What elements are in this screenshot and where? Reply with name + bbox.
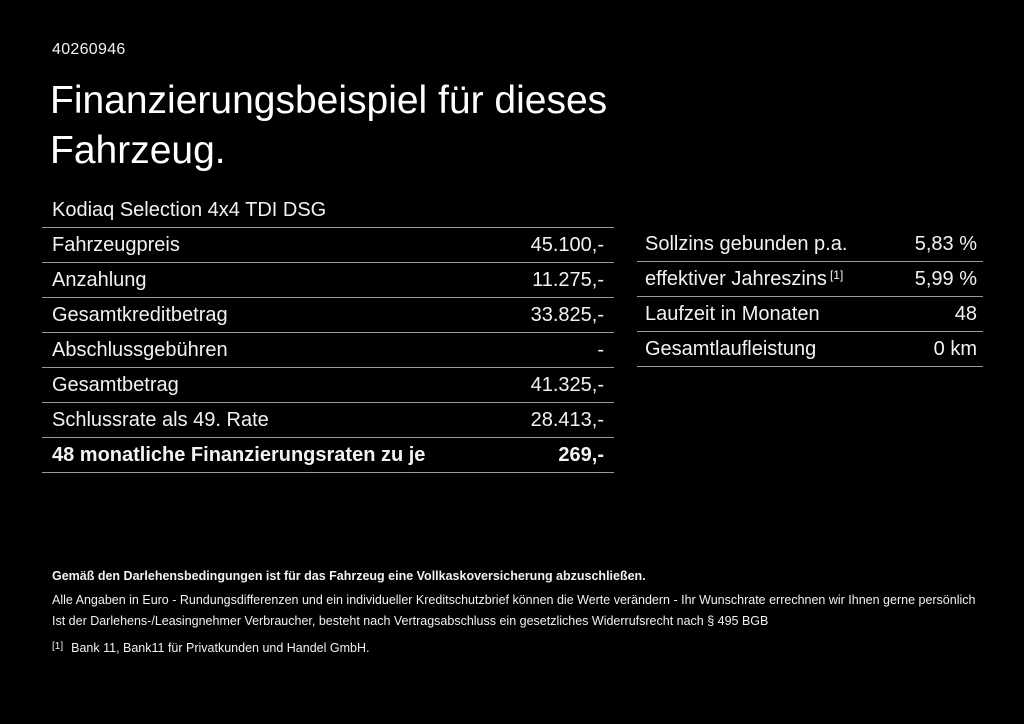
row-value: 45.100,-	[530, 233, 604, 256]
row-value: 5,83 %	[914, 232, 977, 255]
conditions-table: Sollzins gebunden p.a. 5,83 % effektiver…	[637, 227, 983, 367]
page-title-line2: Fahrzeug.	[50, 129, 226, 172]
page-title: Finanzierungsbeispiel für dieses Fahrzeu…	[50, 76, 607, 176]
financing-table: Fahrzeugpreis 45.100,- Anzahlung 11.275,…	[42, 227, 614, 473]
page-title-line1: Finanzierungsbeispiel für dieses	[50, 79, 608, 122]
footnote-marker: [1]	[52, 641, 64, 652]
footnote-ref: [1]	[829, 267, 844, 282]
row-value: 0 km	[933, 337, 977, 360]
row-label: Anzahlung	[52, 268, 147, 291]
document-number: 40260946	[52, 41, 126, 58]
table-row-monatsrate: 48 monatliche Finanzierungsraten zu je 2…	[42, 438, 614, 473]
row-label: 48 monatliche Finanzierungsraten zu je	[52, 443, 426, 466]
table-row-anzahlung: Anzahlung 11.275,-	[42, 263, 614, 298]
disclaimer-line2: Ist der Darlehens-/Leasingnehmer Verbrau…	[52, 614, 769, 628]
row-value: 48	[954, 302, 977, 325]
footnote-text: Bank 11, Bank11 für Privatkunden und Han…	[71, 641, 370, 655]
bank-footnote: [1] Bank 11, Bank11 für Privatkunden und …	[52, 640, 369, 658]
table-row-schlussrate: Schlussrate als 49. Rate 28.413,-	[42, 403, 614, 438]
table-row-fahrzeugpreis: Fahrzeugpreis 45.100,-	[42, 228, 614, 263]
table-row-abschlussgebuehren: Abschlussgebühren -	[42, 333, 614, 368]
row-label: Gesamtlaufleistung	[645, 337, 817, 360]
row-label: effektiver Jahreszins [1]	[645, 267, 844, 290]
row-label: Gesamtkreditbetrag	[52, 303, 228, 326]
row-label: Schlussrate als 49. Rate	[52, 408, 269, 431]
row-label: Gesamtbetrag	[52, 373, 179, 396]
row-value: 269,-	[558, 443, 604, 466]
row-value: 11.275,-	[532, 268, 604, 291]
disclaimer-line1: Alle Angaben in Euro - Rundungsdifferenz…	[52, 593, 976, 607]
table-row-gesamtlaufleistung: Gesamtlaufleistung 0 km	[637, 332, 983, 367]
row-value: 33.825,-	[530, 303, 604, 326]
table-row-gesamtkreditbetrag: Gesamtkreditbetrag 33.825,-	[42, 298, 614, 333]
table-row-effektiver-jahreszins: effektiver Jahreszins [1] 5,99 %	[637, 262, 983, 297]
table-row-sollzins: Sollzins gebunden p.a. 5,83 %	[637, 227, 983, 262]
insurance-note: Gemäß den Darlehensbedingungen ist für d…	[52, 569, 646, 583]
row-value: -	[597, 338, 604, 361]
vehicle-model: Kodiaq Selection 4x4 TDI DSG	[52, 199, 327, 221]
row-label: Sollzins gebunden p.a.	[645, 232, 848, 255]
row-label: Fahrzeugpreis	[52, 233, 180, 256]
row-label: Abschlussgebühren	[52, 338, 228, 361]
row-value: 41.325,-	[530, 373, 604, 396]
table-row-laufzeit: Laufzeit in Monaten 48	[637, 297, 983, 332]
row-value: 28.413,-	[530, 408, 604, 431]
row-label: Laufzeit in Monaten	[645, 302, 820, 325]
table-row-gesamtbetrag: Gesamtbetrag 41.325,-	[42, 368, 614, 403]
row-value: 5,99 %	[914, 267, 977, 290]
